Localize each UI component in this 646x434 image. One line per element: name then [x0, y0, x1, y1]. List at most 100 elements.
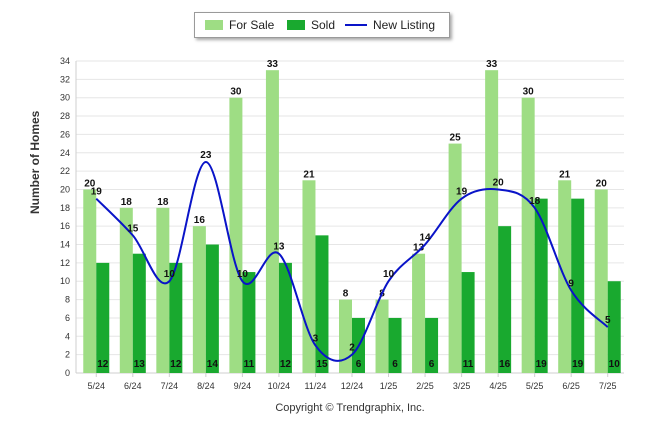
bar-for-sale	[412, 253, 426, 373]
data-label-new-listing: 10	[237, 269, 249, 280]
legend-item-for-sale: For Sale	[205, 13, 274, 37]
data-label-new-listing: 2	[349, 343, 355, 354]
data-label-sold: 6	[429, 359, 435, 370]
data-label-for-sale: 33	[267, 59, 279, 70]
y-axis-label: Number of Homes	[28, 110, 42, 214]
y-tick-label: 10	[60, 276, 70, 286]
x-tick-label: 9/24	[234, 381, 252, 391]
data-label-sold: 13	[134, 359, 146, 370]
data-label-sold: 12	[97, 359, 109, 370]
x-tick-label: 7/24	[161, 381, 179, 391]
data-label-new-listing: 14	[420, 233, 432, 244]
x-tick-label: 5/24	[88, 381, 106, 391]
bar-for-sale	[229, 97, 243, 374]
bar-for-sale	[156, 207, 170, 373]
bar-sold	[607, 281, 621, 373]
y-tick-label: 24	[60, 148, 70, 158]
y-tick-label: 14	[60, 240, 70, 250]
legend-label-sold: Sold	[311, 18, 336, 32]
y-tick-label: 12	[60, 258, 70, 268]
y-tick-label: 4	[65, 331, 70, 341]
bar-for-sale	[119, 207, 133, 373]
data-label-sold: 11	[463, 359, 474, 370]
data-label-sold: 16	[499, 359, 511, 370]
data-label-new-listing: 5	[605, 315, 611, 326]
bar-for-sale	[265, 70, 279, 374]
y-tick-label: 2	[65, 350, 70, 360]
x-tick-label: 6/25	[562, 381, 580, 391]
bar-for-sale	[192, 226, 206, 373]
y-tick-label: 34	[60, 56, 70, 66]
x-tick-label: 2/25	[416, 381, 434, 391]
data-label-for-sale: 25	[450, 133, 462, 144]
bar-sold	[205, 244, 219, 373]
legend-item-sold: Sold	[287, 13, 335, 37]
x-tick-label: 4/25	[489, 381, 507, 391]
bar-for-sale	[339, 299, 352, 373]
data-label-for-sale: 33	[486, 59, 498, 70]
x-tick-label: 5/25	[526, 381, 544, 391]
y-tick-label: 0	[65, 368, 70, 378]
legend-swatch-sold	[287, 20, 305, 30]
data-label-new-listing: 19	[91, 187, 103, 198]
data-label-for-sale: 21	[303, 169, 315, 180]
y-tick-label: 22	[60, 166, 70, 176]
bar-sold	[388, 317, 402, 373]
data-label-sold: 12	[280, 359, 292, 370]
legend-swatch-for-sale	[205, 20, 223, 30]
bar-sold	[242, 272, 256, 373]
x-tick-label: 3/25	[453, 381, 471, 391]
data-label-for-sale: 20	[84, 178, 96, 189]
x-tick-label: 7/25	[599, 381, 617, 391]
copyright-text: Copyright © Trendgraphix, Inc.	[275, 402, 425, 414]
data-label-sold: 15	[316, 359, 328, 370]
data-label-sold: 6	[392, 359, 398, 370]
legend-label-for-sale: For Sale	[229, 18, 275, 32]
data-label-sold: 6	[356, 359, 362, 370]
bar-sold	[278, 262, 292, 373]
data-label-new-listing: 10	[164, 269, 176, 280]
data-label-for-sale: 8	[343, 289, 349, 300]
bar-sold	[534, 198, 548, 373]
x-tick-label: 8/24	[197, 381, 215, 391]
data-label-for-sale: 18	[157, 197, 169, 208]
legend-item-new-listing: New Listing	[345, 13, 435, 37]
data-label-new-listing: 19	[456, 187, 468, 198]
data-label-new-listing: 10	[383, 269, 395, 280]
bar-sold	[498, 226, 512, 373]
bar-sold	[461, 272, 475, 373]
bar-for-sale	[485, 70, 499, 374]
bar-for-sale	[448, 143, 462, 373]
x-tick-label: 11/24	[305, 381, 327, 391]
data-label-for-sale: 21	[559, 169, 571, 180]
data-label-new-listing: 23	[200, 150, 212, 161]
y-tick-label: 30	[60, 93, 70, 103]
x-tick-label: 6/24	[124, 381, 142, 391]
legend-label-new-listing: New Listing	[373, 18, 436, 32]
bar-sold	[425, 317, 439, 373]
bar-sold	[132, 253, 146, 373]
data-label-for-sale: 18	[121, 197, 133, 208]
y-tick-label: 16	[60, 221, 70, 231]
data-label-sold: 10	[609, 359, 621, 370]
legend: For Sale Sold New Listing	[194, 12, 450, 38]
data-label-for-sale: 30	[230, 87, 242, 98]
bar-sold	[315, 235, 329, 373]
y-tick-label: 8	[65, 295, 70, 305]
data-label-sold: 19	[572, 359, 584, 370]
data-label-sold: 19	[536, 359, 548, 370]
x-tick-label: 1/25	[380, 381, 398, 391]
data-label-for-sale: 20	[596, 178, 608, 189]
data-label-for-sale: 16	[194, 215, 206, 226]
data-label-new-listing: 9	[568, 278, 574, 289]
bar-sold	[96, 262, 110, 373]
y-tick-label: 18	[60, 203, 70, 213]
legend-line-new-listing	[345, 24, 367, 26]
data-label-sold: 14	[207, 359, 219, 370]
data-label-new-listing: 13	[273, 242, 285, 253]
x-tick-label: 12/24	[341, 381, 364, 391]
data-label-sold: 11	[244, 359, 255, 370]
data-label-for-sale: 30	[523, 87, 535, 98]
y-tick-label: 20	[60, 184, 70, 194]
